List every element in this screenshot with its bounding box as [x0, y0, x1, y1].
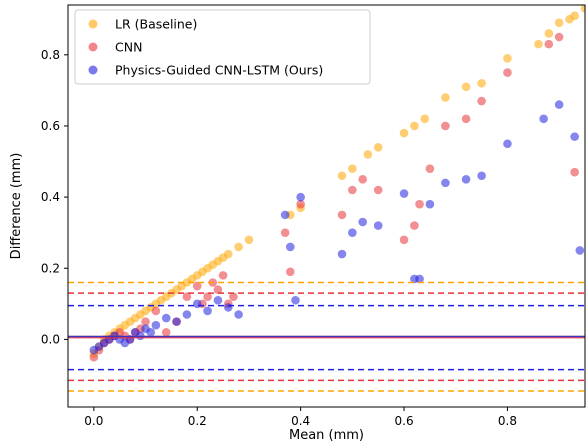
data-point-series-2	[203, 292, 212, 302]
legend-marker-series-2	[88, 42, 98, 52]
data-point-series-1	[410, 121, 419, 131]
plot-frame	[67, 4, 586, 408]
data-point-series-2	[358, 175, 367, 184]
data-point-series-3	[337, 249, 347, 259]
data-point-series-1	[337, 171, 347, 181]
data-point-series-2	[280, 228, 290, 237]
data-point-series-3	[461, 175, 471, 184]
x-tick-label: 0.4	[291, 414, 310, 428]
data-point-series-3	[146, 327, 156, 337]
data-point-series-1	[477, 78, 486, 88]
data-point-series-3	[539, 114, 548, 124]
data-point-series-3	[161, 313, 171, 323]
data-point-series-2	[192, 281, 202, 291]
y-tick-label: 0.4	[41, 190, 60, 204]
data-point-series-1	[420, 114, 430, 124]
data-point-series-2	[337, 210, 347, 220]
data-point-series-1	[570, 11, 579, 20]
data-point-series-3	[296, 192, 305, 202]
data-point-series-2	[461, 114, 471, 124]
data-point-series-3	[182, 310, 192, 319]
legend-label-series-2: CNN	[115, 40, 142, 55]
data-point-series-2	[151, 306, 161, 316]
data-point-series-3	[570, 132, 579, 141]
x-tick-label: 0.8	[498, 414, 517, 428]
data-point-series-1	[373, 143, 383, 152]
data-point-series-2	[89, 352, 99, 362]
data-point-series-2	[544, 39, 554, 49]
data-point-series-2	[415, 199, 424, 209]
data-point-series-2	[503, 68, 512, 77]
data-point-series-1	[441, 93, 450, 102]
data-point-series-2	[554, 32, 564, 42]
data-point-series-1	[363, 150, 373, 159]
x-axis-label: Mean (mm)	[289, 428, 364, 443]
data-point-series-1	[223, 249, 233, 259]
data-point-series-2	[161, 327, 171, 337]
data-point-series-3	[203, 306, 212, 316]
data-point-series-2	[425, 164, 435, 173]
data-point-series-2	[141, 317, 150, 326]
data-point-series-3	[358, 217, 367, 227]
data-point-series-3	[441, 178, 450, 188]
data-point-series-3	[415, 274, 424, 284]
data-point-series-3	[223, 303, 233, 312]
data-point-series-3	[425, 199, 435, 209]
legend-label-series-1: LR (Baseline)	[115, 17, 197, 32]
data-point-series-2	[229, 292, 238, 302]
data-point-series-3	[373, 221, 383, 230]
data-point-series-2	[373, 185, 383, 195]
y-tick-label: 0.2	[41, 261, 60, 275]
data-point-series-1	[461, 82, 471, 92]
legend-box	[74, 9, 371, 85]
y-tick-label: 0.0	[41, 332, 60, 346]
data-point-series-1	[348, 164, 357, 173]
data-point-series-3	[172, 317, 181, 326]
data-point-series-3	[286, 242, 295, 252]
y-tick-label: 0.6	[41, 119, 60, 133]
data-point-series-2	[348, 185, 357, 195]
data-point-series-3	[192, 299, 202, 309]
legend-marker-series-3	[88, 65, 98, 75]
y-axis-label: Difference (mm)	[9, 153, 24, 260]
data-point-series-1	[580, 5, 585, 13]
data-point-series-3	[399, 189, 409, 198]
data-point-series-2	[213, 285, 223, 294]
data-point-series-2	[296, 199, 305, 209]
data-point-series-1	[234, 242, 243, 252]
data-point-series-2	[477, 96, 486, 106]
data-point-series-3	[291, 295, 300, 305]
data-point-series-2	[182, 292, 192, 302]
data-point-series-3	[213, 295, 223, 305]
data-point-series-2	[218, 271, 228, 280]
data-point-series-3	[575, 246, 585, 255]
data-point-series-3	[348, 228, 357, 237]
data-point-series-1	[534, 39, 543, 49]
data-point-series-2	[399, 235, 409, 245]
data-point-series-3	[503, 139, 512, 149]
data-point-series-3	[234, 310, 243, 319]
data-point-series-2	[441, 121, 450, 131]
data-point-series-2	[570, 167, 579, 177]
x-tick-label: 0.6	[395, 414, 414, 428]
data-point-series-1	[399, 128, 409, 138]
data-point-series-3	[151, 320, 161, 330]
x-tick-label: 0.2	[188, 414, 207, 428]
data-point-series-3	[554, 100, 564, 109]
data-point-series-1	[554, 18, 564, 28]
data-point-series-1	[244, 235, 254, 245]
legend-marker-series-1	[88, 19, 98, 29]
data-point-series-1	[503, 54, 512, 63]
data-point-series-1	[544, 29, 554, 38]
y-tick-label: 0.8	[41, 48, 60, 62]
legend-label-series-3: Physics-Guided CNN-LSTM (Ours)	[115, 63, 323, 78]
data-point-series-2	[410, 221, 419, 230]
data-point-series-2	[286, 267, 295, 277]
data-point-series-3	[477, 171, 486, 181]
x-tick-label: 0.0	[84, 414, 103, 428]
data-point-series-3	[280, 210, 290, 220]
